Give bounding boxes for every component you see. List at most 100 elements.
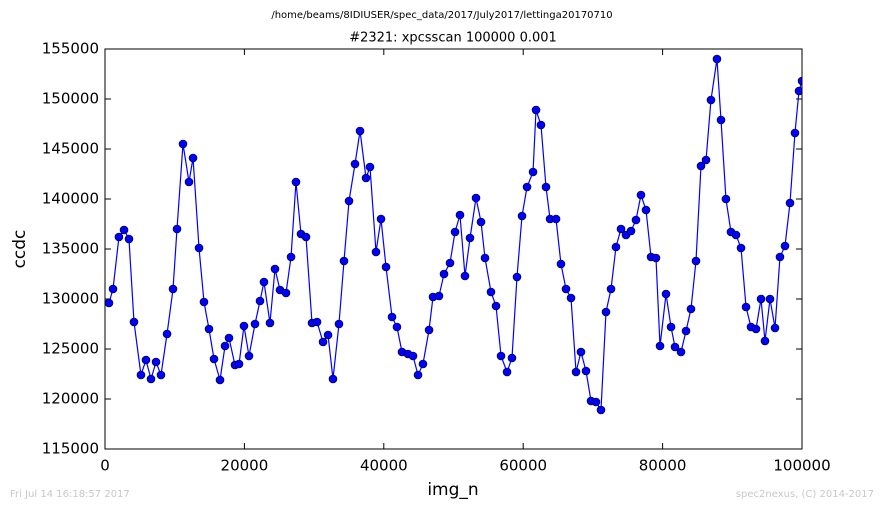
data-point <box>636 190 646 200</box>
data-point <box>691 256 701 266</box>
data-point <box>151 357 161 367</box>
data-point <box>655 341 665 351</box>
data-point <box>661 289 671 299</box>
data-point <box>328 374 338 384</box>
data-point <box>670 342 680 352</box>
data-point <box>528 167 538 177</box>
data-point <box>455 210 465 220</box>
x-tick-label: 60000 <box>499 457 547 475</box>
data-point <box>541 182 551 192</box>
data-point <box>450 227 460 237</box>
data-point <box>606 284 616 294</box>
data-point <box>591 397 601 407</box>
footer-date: Fri Jul 14 16:18:57 2017 <box>10 489 130 500</box>
data-point <box>631 215 641 225</box>
data-point <box>571 367 581 377</box>
data-point <box>701 155 711 165</box>
data-point <box>434 291 444 301</box>
x-tick-label: 80000 <box>639 457 687 475</box>
data-point <box>387 312 397 322</box>
data-point <box>291 177 301 187</box>
data-point <box>616 224 626 234</box>
data-point <box>265 318 275 328</box>
data-point <box>611 242 621 252</box>
data-point <box>129 317 139 327</box>
data-point <box>731 230 741 240</box>
data-point <box>760 336 770 346</box>
data-point <box>146 374 156 384</box>
y-tick-label: 155000 <box>42 40 99 58</box>
data-point <box>517 211 527 221</box>
data-point <box>424 325 434 335</box>
data-point <box>496 351 506 361</box>
data-point <box>751 324 761 334</box>
data-point <box>460 271 470 281</box>
data-point <box>512 272 522 282</box>
plot-frame <box>104 48 803 450</box>
data-point <box>531 105 541 115</box>
data-point <box>785 198 795 208</box>
data-point <box>344 196 354 206</box>
data-point <box>418 359 428 369</box>
data-point <box>686 304 696 314</box>
data-point <box>666 322 676 332</box>
data-point <box>712 54 722 64</box>
data-point <box>566 293 576 303</box>
data-point <box>536 120 546 130</box>
data-point <box>234 359 244 369</box>
data-point <box>596 405 606 415</box>
data-point <box>651 253 661 263</box>
data-point <box>392 322 402 332</box>
data-point <box>184 177 194 187</box>
data-point <box>676 347 686 357</box>
data-point <box>736 243 746 253</box>
y-tick-label: 125000 <box>42 340 99 358</box>
data-point <box>797 76 802 86</box>
x-tick-label: 20000 <box>221 457 269 475</box>
x-tick-label: 100000 <box>773 457 830 475</box>
data-point <box>215 375 225 385</box>
data-point <box>188 153 198 163</box>
data-point <box>480 253 490 263</box>
data-point <box>556 259 566 269</box>
data-point <box>323 330 333 340</box>
data-point <box>561 284 571 294</box>
data-point <box>204 324 214 334</box>
data-point <box>156 370 166 380</box>
data-point <box>381 262 391 272</box>
x-axis-label: img_n <box>427 480 478 500</box>
data-point <box>408 351 418 361</box>
data-point <box>765 294 775 304</box>
data-point <box>502 367 512 377</box>
data-point <box>178 139 188 149</box>
data-point <box>601 307 611 317</box>
data-point <box>114 232 124 242</box>
chart-title: /home/beams/8IDIUSER/spec_data/2017/July… <box>271 10 612 21</box>
x-tick-label: 0 <box>100 457 110 475</box>
plot-area <box>105 54 802 415</box>
data-point <box>334 319 344 329</box>
data-point <box>471 193 481 203</box>
data-point <box>119 225 129 235</box>
data-point <box>790 128 800 138</box>
data-point <box>465 233 475 243</box>
data-point <box>626 226 636 236</box>
data-point <box>244 351 254 361</box>
data-point <box>551 214 561 224</box>
data-point <box>641 205 651 215</box>
data-point <box>318 337 328 347</box>
y-tick-label: 145000 <box>42 140 99 158</box>
chart-subtitle: #2321: xpcsscan 100000 0.001 <box>349 31 557 46</box>
data-point <box>355 126 365 136</box>
data-point <box>376 214 386 224</box>
data-point <box>794 86 802 96</box>
data-point <box>507 353 517 363</box>
y-tick-label: 130000 <box>42 290 99 308</box>
data-point <box>775 252 785 262</box>
data-point <box>281 288 291 298</box>
data-point <box>270 264 280 274</box>
data-point <box>172 224 182 234</box>
data-point <box>194 243 204 253</box>
data-point <box>576 347 586 357</box>
